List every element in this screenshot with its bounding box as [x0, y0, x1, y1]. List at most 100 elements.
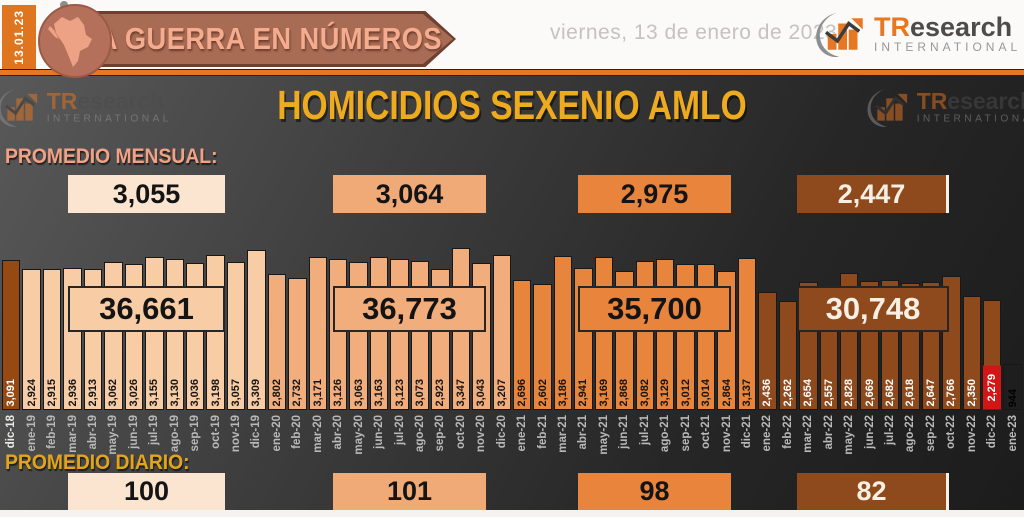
- bar-value-label: 2,936: [66, 379, 79, 407]
- month-tick: ene-22: [758, 413, 776, 463]
- promedio-diario-label: PROMEDIO DIARIO:: [5, 451, 190, 474]
- bar-value-label: 3,137: [740, 379, 753, 407]
- bar-column: 944: [1003, 248, 1022, 410]
- month-tick: abr-21: [574, 413, 592, 463]
- month-tick: may-22: [840, 413, 858, 463]
- bar-value-label: 2,618: [904, 379, 917, 407]
- month-tick-label: abr-21: [577, 415, 590, 450]
- bar-value-label: 2,913: [86, 379, 99, 407]
- bar-column: 2,350: [962, 248, 981, 410]
- orange-divider: [0, 69, 1024, 76]
- month-tick: dic-21: [738, 413, 756, 463]
- month-tick: jul-22: [881, 413, 899, 463]
- daily-average-2022: 82: [797, 473, 949, 510]
- bar-nov-19: [226, 262, 246, 410]
- bar-value-label: 3,309: [250, 379, 263, 407]
- year-total-2022: 30,748: [797, 286, 949, 332]
- month-tick: mar-22: [799, 413, 817, 463]
- bar-value-label: 2,802: [270, 379, 283, 407]
- month-tick-label: abr-19: [86, 415, 99, 450]
- bar-value-label: 2,279: [983, 366, 1002, 410]
- bar-value-label: 2,732: [291, 379, 304, 407]
- month-tick-label: sep-20: [434, 415, 447, 452]
- month-tick-label: oct-19: [209, 415, 222, 449]
- bar-column: 2,924: [22, 248, 41, 410]
- bar-value-label: 3,091: [5, 379, 18, 407]
- month-tick-label: ago-22: [904, 415, 917, 453]
- month-tick: oct-19: [206, 413, 224, 463]
- bar-column: 2,436: [758, 248, 777, 410]
- bar-value-label: 2,828: [843, 379, 856, 407]
- month-tick-label: ago-20: [413, 415, 426, 453]
- bar-value-label: 2,654: [802, 379, 815, 407]
- bar-value-label: 3,130: [168, 379, 181, 407]
- month-tick: abr-20: [329, 413, 347, 463]
- bar-column: 2,279: [983, 248, 1002, 410]
- bar-column: 3,137: [737, 248, 757, 410]
- month-tick: sep-22: [922, 413, 940, 463]
- month-tick-label: dic-22: [986, 415, 999, 449]
- month-tick-label: nov-19: [230, 415, 243, 453]
- bar-value-label: 2,924: [25, 379, 38, 407]
- bar-value-label: 3,126: [332, 379, 345, 407]
- daily-average-2019: 100: [68, 473, 225, 510]
- year-total-2019: 36,661: [68, 286, 225, 332]
- daily-average-2020: 101: [333, 473, 486, 510]
- bar-value-label: 3,123: [393, 379, 406, 407]
- month-tick: feb-20: [288, 413, 306, 463]
- month-tick: oct-20: [452, 413, 470, 463]
- tresearch-icon: [816, 13, 863, 58]
- month-tick-label: dic-21: [740, 415, 753, 449]
- bar-dic-21: [737, 258, 757, 410]
- month-tick-label: sep-22: [924, 415, 937, 452]
- bar-value-label: 3,163: [373, 379, 386, 407]
- month-tick-label: may-19: [107, 415, 120, 455]
- month-tick-label: nov-22: [965, 415, 978, 453]
- bar-ene-22: [758, 292, 777, 410]
- bar-value-label: 3,129: [659, 379, 672, 407]
- tresearch-icon: [0, 89, 38, 127]
- month-tick-label: jun-22: [863, 415, 876, 449]
- month-tick: dic-20: [493, 413, 511, 463]
- month-tick-label: dic-20: [495, 415, 508, 449]
- month-tick-label: ene-22: [761, 415, 774, 452]
- month-tick-label: ene-20: [270, 415, 283, 452]
- month-tick: sep-21: [676, 413, 694, 463]
- bar-ene-21: [512, 279, 532, 410]
- bar-mar-21: [553, 255, 573, 410]
- month-tick: feb-22: [779, 413, 797, 463]
- bar-value-label: 3,347: [454, 379, 467, 407]
- month-tick: mar-20: [309, 413, 327, 463]
- month-tick-label: nov-21: [720, 415, 733, 453]
- month-tick: may-20: [349, 413, 367, 463]
- month-tick-label: feb-19: [46, 415, 59, 449]
- month-tick-label: jul-21: [638, 415, 651, 446]
- month-tick: nov-21: [717, 413, 735, 463]
- bar-feb-19: [42, 268, 62, 410]
- bar-value-label: 2,557: [822, 379, 835, 407]
- month-tick: mar-21: [554, 413, 572, 463]
- bar-value-label: 3,014: [700, 379, 713, 407]
- bar-value-label: 2,766: [945, 379, 958, 407]
- bar-value-label: 3,063: [352, 379, 365, 407]
- bar-value-label: 2,682: [884, 379, 897, 407]
- bar-value-label: 2,696: [516, 379, 529, 407]
- edition-date-label: 13.01.23: [12, 9, 26, 65]
- month-tick: oct-21: [697, 413, 715, 463]
- month-tick-label: sep-19: [189, 415, 202, 452]
- month-tick-label: abr-22: [822, 415, 835, 450]
- bar-value-label: 3,036: [189, 379, 202, 407]
- month-tick-label: oct-21: [700, 415, 713, 449]
- bar-ene-20: [267, 274, 287, 410]
- bar-column: 3,091: [2, 248, 21, 410]
- month-tick: ago-21: [656, 413, 674, 463]
- month-tick: jul-21: [636, 413, 654, 463]
- bar-column: 2,602: [533, 248, 552, 410]
- brand-subtitle: INTERNATIONAL: [46, 112, 172, 125]
- watermark-logo-right: TResearch INTERNATIONAL: [864, 86, 1024, 129]
- promedio-mensual-label: PROMEDIO MENSUAL:: [5, 145, 218, 168]
- bar-value-label: 2,923: [434, 379, 447, 407]
- month-tick-label: oct-22: [945, 415, 958, 449]
- bar-value-label: 2,436: [761, 379, 774, 407]
- watermark-logo-left: TResearch INTERNATIONAL: [0, 86, 172, 129]
